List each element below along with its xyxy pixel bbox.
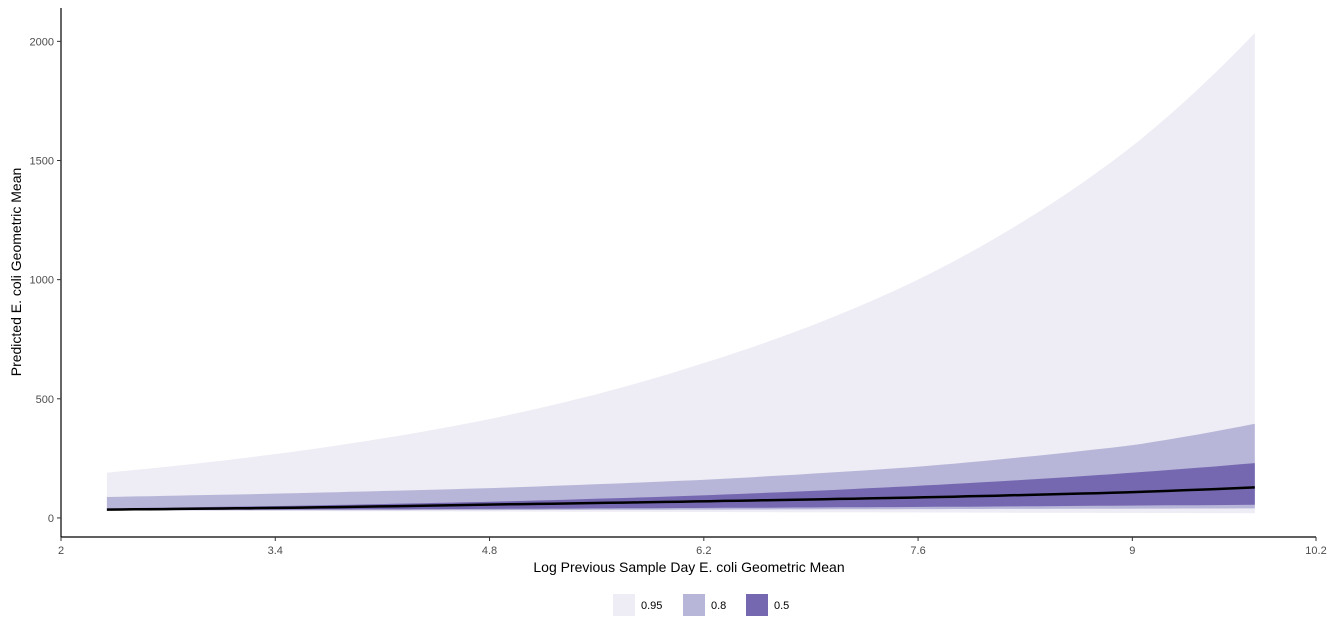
x-tick-label: 9 xyxy=(1129,545,1135,557)
band-0-5 xyxy=(106,463,1255,511)
legend-swatch-0-95 xyxy=(613,594,635,616)
y-tick-label: 0 xyxy=(48,513,54,525)
legend-label-0-5: 0.5 xyxy=(774,600,789,612)
y-tick-label: 1000 xyxy=(30,275,54,287)
prediction-line-layer xyxy=(106,486,1255,511)
y-tick-label: 1500 xyxy=(30,156,54,168)
x-tick-label: 7.6 xyxy=(910,545,925,557)
y-tick-label: 2000 xyxy=(30,36,54,48)
x-tick-label: 10.2 xyxy=(1305,545,1326,557)
band-0-95 xyxy=(106,33,1255,514)
x-tick-label: 3.4 xyxy=(268,545,283,557)
prediction-line xyxy=(106,486,1255,511)
confidence-bands xyxy=(106,33,1255,514)
legend-label-0-8: 0.8 xyxy=(711,600,726,612)
x-tick-label: 2 xyxy=(58,545,64,557)
y-axis-ticks: 0 500 1000 1500 2000 xyxy=(30,36,61,525)
x-axis-ticks: 2 3.4 4.8 6.2 7.6 9 10.2 xyxy=(58,537,1327,557)
x-tick-label: 6.2 xyxy=(696,545,711,557)
legend-swatch-0-8 xyxy=(683,594,705,616)
legend-label-0-95: 0.95 xyxy=(641,600,662,612)
x-axis-title: Log Previous Sample Day E. coli Geometri… xyxy=(533,559,844,575)
legend: 0.95 0.8 0.5 xyxy=(613,594,789,616)
x-tick-label: 4.8 xyxy=(482,545,497,557)
y-tick-label: 500 xyxy=(36,394,54,406)
legend-swatch-0-5 xyxy=(746,594,768,616)
y-axis-title: Predicted E. coli Geometric Mean xyxy=(8,168,24,377)
